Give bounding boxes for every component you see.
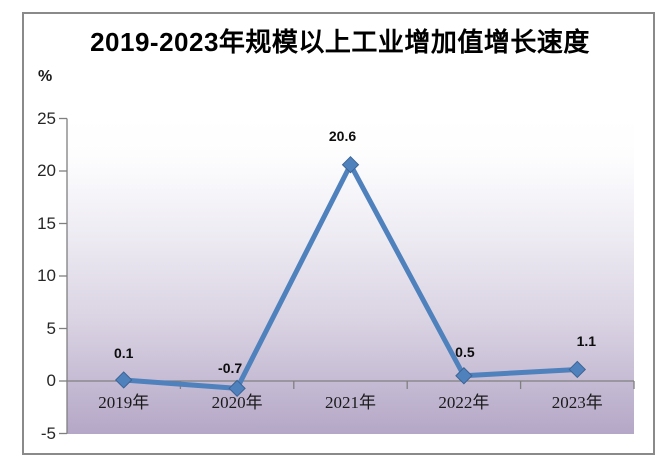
data-line bbox=[121, 162, 580, 391]
x-axis-label: 2021年 bbox=[325, 393, 376, 412]
y-axis-unit-label: % bbox=[38, 68, 53, 85]
data-point-marker bbox=[228, 379, 246, 398]
data-value-label: 20.6 bbox=[328, 127, 357, 144]
y-tick-label: 15 bbox=[37, 213, 56, 233]
data-value-label: 0.1 bbox=[113, 344, 134, 361]
x-axis-label: 2023年 bbox=[551, 393, 603, 412]
y-tick-label: 0 bbox=[46, 371, 56, 390]
x-axis-label: 2019年 bbox=[98, 393, 150, 412]
x-axis-label: 2022年 bbox=[438, 393, 490, 412]
x-axis-label: 2020年 bbox=[211, 393, 263, 412]
data-value-label: 0.5 bbox=[455, 343, 475, 360]
data-value-label: -0.7 bbox=[218, 360, 243, 377]
chart-title: 2019-2023年规模以上工业增加值增长速度 bbox=[90, 27, 590, 57]
data-value-label: 1.1 bbox=[576, 333, 597, 350]
data-point-marker bbox=[568, 360, 587, 379]
y-tick-label: 25 bbox=[37, 108, 56, 128]
data-point-marker bbox=[341, 155, 360, 174]
y-tick-label: 5 bbox=[46, 318, 56, 338]
y-tick-label: 10 bbox=[37, 266, 56, 285]
data-point-marker bbox=[455, 367, 473, 385]
data-point-marker bbox=[114, 371, 133, 389]
y-tick-label: 20 bbox=[37, 161, 56, 180]
y-tick-label: -5 bbox=[40, 423, 56, 443]
